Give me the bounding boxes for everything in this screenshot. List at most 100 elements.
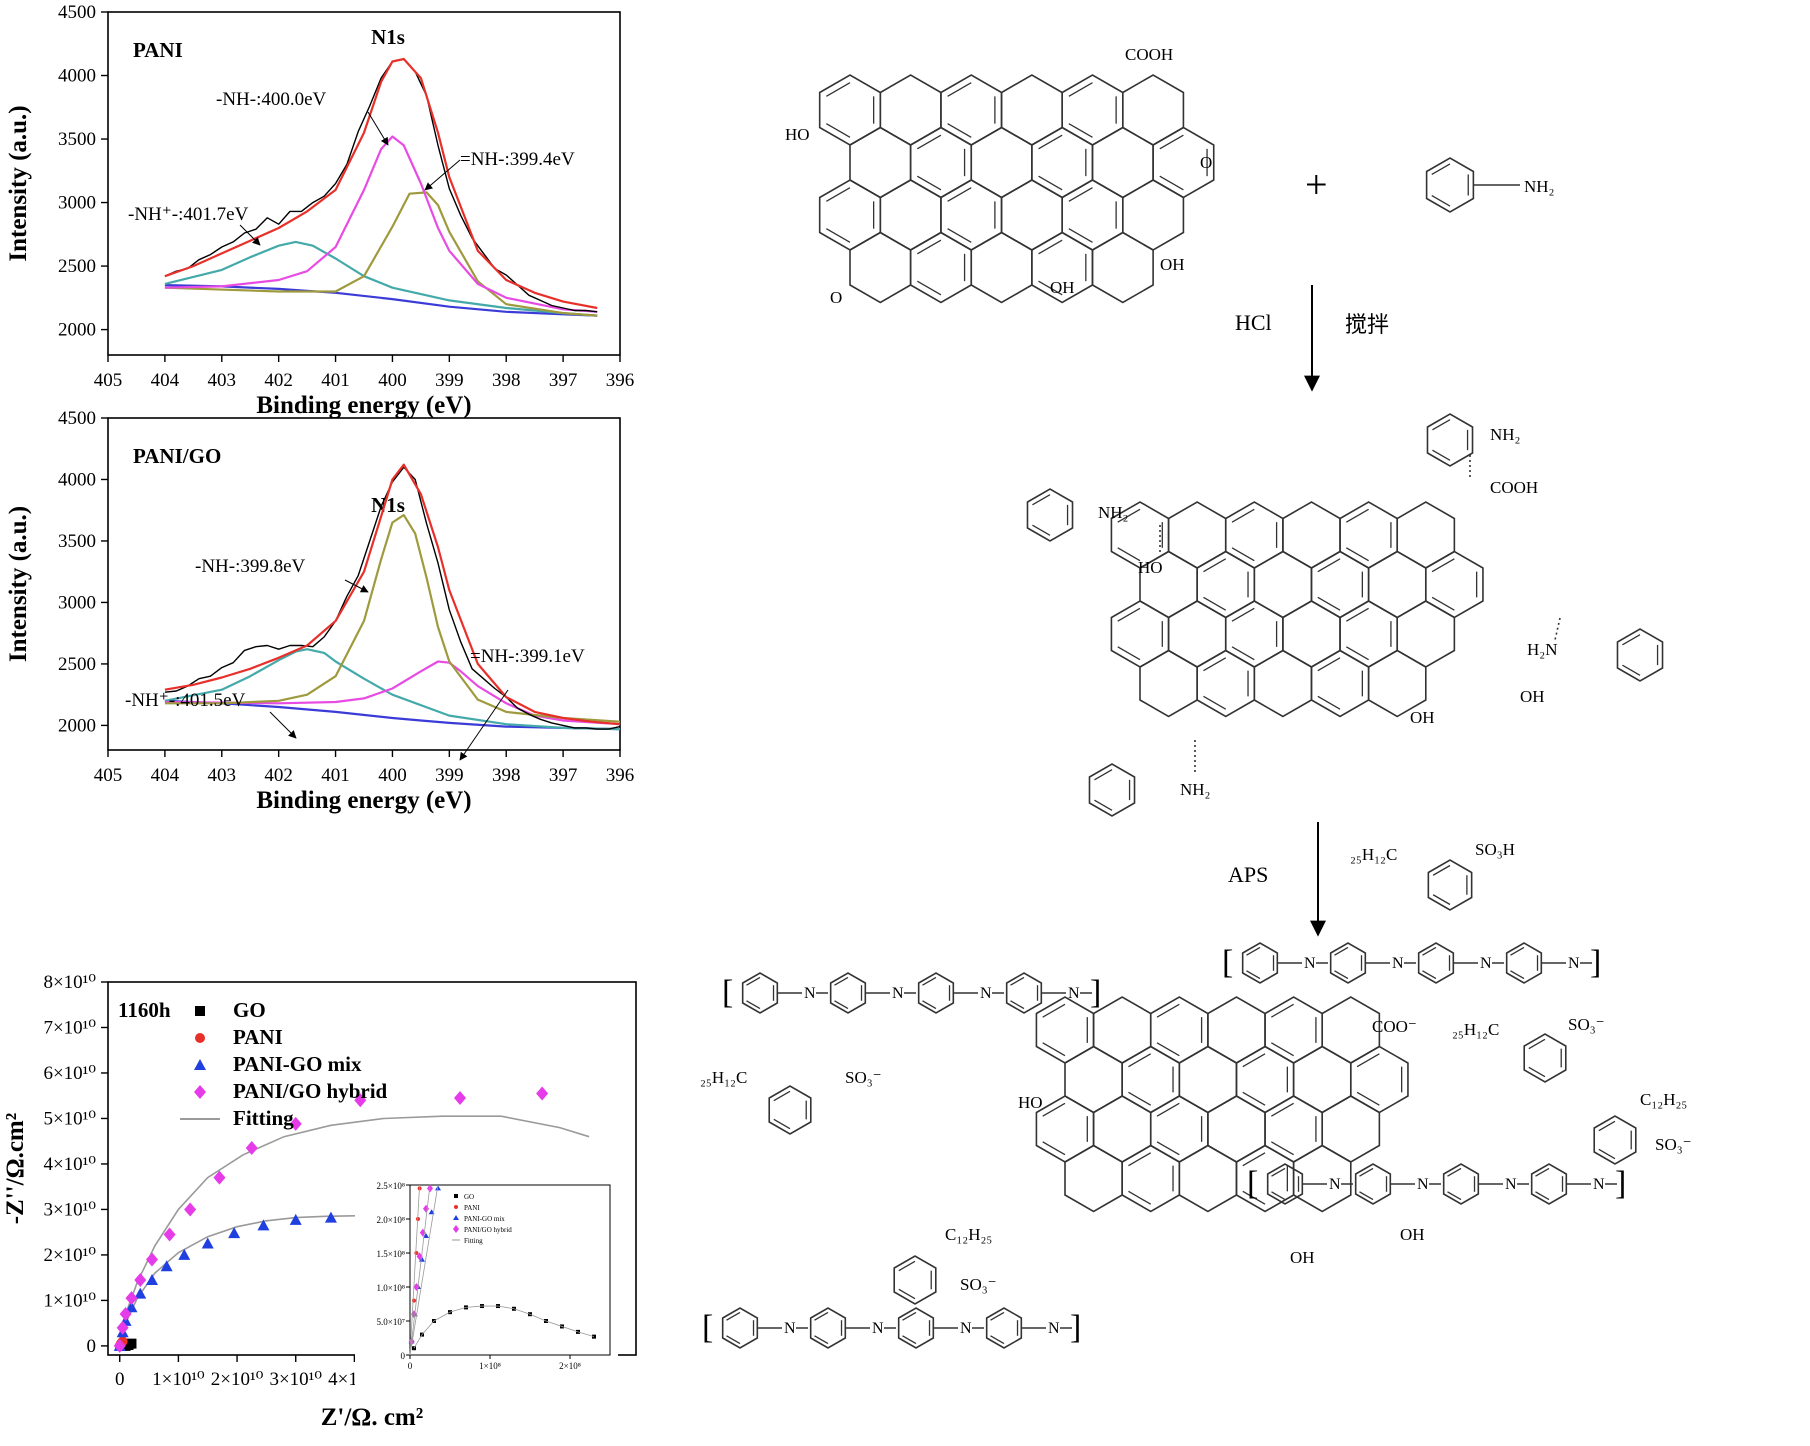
aniline-top	[1426, 413, 1474, 467]
oh-label-final-bottom: OH	[1290, 1248, 1315, 1267]
oh-mid-bottom: OH	[1410, 708, 1435, 727]
double-bond	[922, 1000, 937, 1010]
graphene-ring	[849, 126, 912, 199]
double-bond	[1246, 946, 1261, 956]
graphene-ring	[1235, 1144, 1295, 1213]
point-go	[126, 1338, 137, 1349]
double-bond	[1346, 547, 1369, 562]
so3-label-bottom: SO₃⁻	[960, 1275, 997, 1294]
inset-legend-marker	[453, 1225, 459, 1233]
x-tick-label: 400	[378, 765, 407, 786]
double-bond	[1510, 946, 1525, 956]
point-pani-go-hybrid	[245, 1141, 258, 1156]
double-bond	[1231, 646, 1255, 661]
chain-n-label: N	[1417, 1176, 1429, 1193]
double-bond	[1356, 1091, 1380, 1106]
inset-legend-label: Fitting	[464, 1237, 483, 1245]
point-pani-go-hybrid	[213, 1170, 226, 1185]
chain-ring	[1442, 1163, 1480, 1205]
chain-ring	[1241, 942, 1279, 984]
double-bond	[1231, 508, 1255, 523]
xps-pani-go-chart: 405 404 403 402 401 400 399 398 397 396 2000 2500 30…	[5, 408, 634, 814]
double-bond	[1042, 1141, 1066, 1156]
graphene-ring	[1061, 74, 1124, 146]
point-pani-go-hybrid	[289, 1116, 302, 1131]
chain-bracket-right: ]	[1590, 944, 1601, 981]
graphene-ring	[1064, 1045, 1123, 1114]
graphene-ring	[1064, 1144, 1123, 1213]
x-tick-label: 396	[606, 370, 635, 391]
inset-legend-label: PANI/GO hybrid	[464, 1226, 512, 1234]
double-bond	[1528, 1038, 1546, 1050]
double-bond	[1432, 419, 1451, 431]
point-pani-go-hybrid	[134, 1272, 147, 1287]
inset-legend-marker	[454, 1205, 458, 1209]
double-bond	[1431, 558, 1455, 573]
chain-n-label: N	[980, 985, 992, 1002]
aniline-right	[1616, 628, 1664, 682]
legend-label: PANI-GO mix	[233, 1052, 362, 1076]
point-pani-go-mix	[324, 1211, 337, 1223]
double-bond	[916, 134, 942, 150]
inset-y-tick-label: 2.5×10⁸	[377, 1181, 405, 1191]
double-bond	[1159, 175, 1184, 191]
chain-n-label: N	[1068, 985, 1080, 1002]
y-axis-label: Intensity (a.u.)	[5, 105, 32, 261]
cooh-mid: COOH	[1490, 478, 1538, 497]
x-tick-label: 401	[321, 765, 350, 786]
chain-n-label: N	[960, 1320, 972, 1337]
double-bond	[1535, 1191, 1550, 1201]
dodecyl-label-left: ₂₅H₁₂C	[700, 1068, 747, 1087]
double-bond	[814, 1335, 829, 1345]
graphene-ring	[1264, 1095, 1324, 1163]
series-peak-399.8	[164, 513, 621, 723]
aniline-molecule	[1425, 157, 1520, 213]
graphene-ring	[1396, 600, 1456, 668]
inset-point	[423, 1233, 429, 1238]
oh-label-bottom: OH	[1050, 278, 1075, 297]
y-tick-label: 4500	[58, 408, 96, 429]
graphene-ring	[1349, 1045, 1409, 1114]
annotation-arrow	[269, 711, 297, 739]
x-tick-label: 404	[151, 370, 180, 391]
double-bond	[1128, 1091, 1152, 1106]
double-bond	[916, 239, 942, 255]
aniline-left	[1026, 488, 1074, 542]
x-tick-label: 399	[435, 765, 464, 786]
y-axis-label: -Z''/Ω.cm²	[2, 1113, 29, 1225]
aniline-nh2-label: NH₂	[1524, 177, 1554, 196]
graphene-ring	[970, 126, 1033, 199]
graphene-ring	[1178, 1045, 1238, 1114]
double-bond	[1010, 1000, 1025, 1010]
double-bond	[947, 187, 972, 202]
double-bond	[1032, 494, 1051, 506]
chain-ring	[1530, 1163, 1568, 1205]
double-bond	[1317, 657, 1341, 672]
graphene-ring	[909, 231, 973, 304]
graphene-ring	[1139, 649, 1198, 718]
double-bond	[1598, 1120, 1616, 1132]
double-bond	[1528, 1066, 1546, 1078]
dbsa-molecule	[1427, 859, 1473, 911]
double-bond	[1203, 695, 1227, 710]
y-tick-label: 3×10¹⁰	[43, 1199, 96, 1220]
graphene-ring	[1207, 1095, 1266, 1163]
inset-point	[435, 1185, 441, 1191]
chain-n-label: N	[1048, 1320, 1060, 1337]
double-bond	[1535, 1167, 1550, 1177]
adsorbed-anilines	[1026, 413, 1664, 817]
double-bond	[922, 976, 937, 986]
double-bond	[1128, 1190, 1152, 1205]
double-bond	[1432, 864, 1451, 876]
inset-fit-line	[409, 1184, 431, 1356]
peak-annotation: =NH-:399.4eV	[460, 149, 575, 170]
inset-y-tick-label: 1.0×10⁸	[377, 1283, 405, 1293]
graphene-ring	[1121, 74, 1185, 146]
chain-ring	[1354, 1163, 1392, 1205]
y-tick-label: 0	[87, 1336, 97, 1357]
legend-label: GO	[233, 998, 266, 1022]
double-bond	[916, 175, 942, 191]
graphene-ring	[1091, 231, 1154, 304]
graphene-ring	[1149, 996, 1209, 1064]
